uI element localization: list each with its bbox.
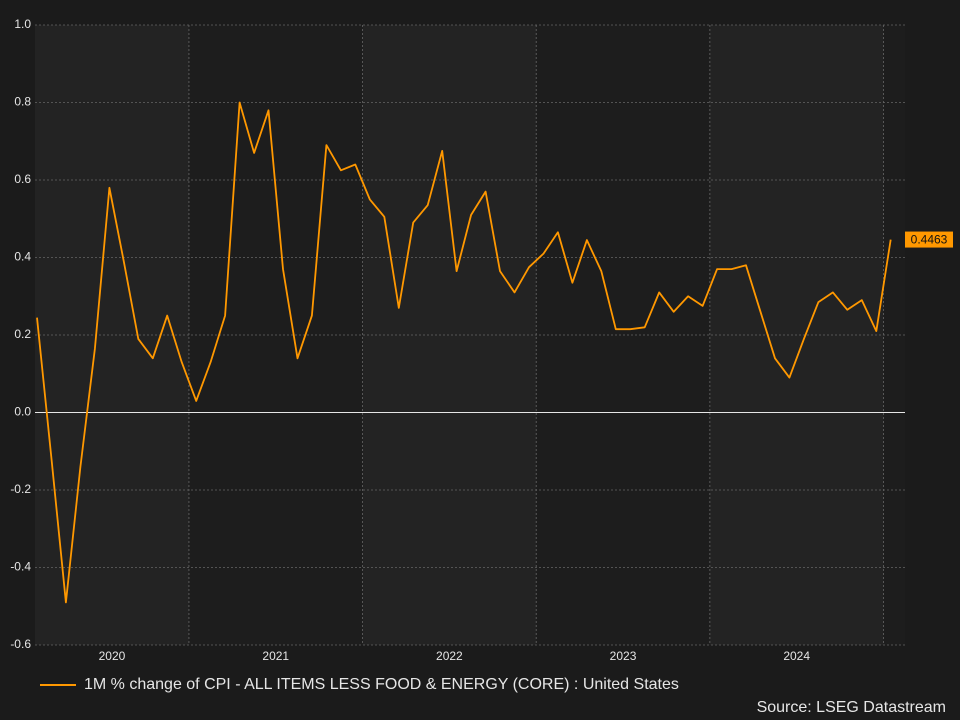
y-tick-label: 0.6 — [14, 172, 31, 186]
x-tick-label: 2023 — [610, 649, 637, 663]
y-tick-label: -0.4 — [10, 560, 31, 574]
y-tick-label: 0.2 — [14, 327, 31, 341]
y-tick-label: -0.2 — [10, 482, 31, 496]
x-tick-label: 2022 — [436, 649, 463, 663]
y-tick-label: 0.8 — [14, 95, 31, 109]
last-value-box — [905, 231, 953, 248]
y-tick-label: 0.0 — [14, 405, 31, 419]
x-tick-label: 2024 — [783, 649, 810, 663]
y-tick-label: -0.6 — [10, 637, 31, 651]
y-tick-label: 1.0 — [14, 17, 31, 31]
source: Source: LSEG Datastream — [757, 699, 946, 716]
x-tick-label: 2021 — [262, 649, 289, 663]
data-line — [36, 101, 892, 604]
last-value-label: 0.4463 — [911, 233, 948, 247]
x-tick-label: 2020 — [99, 649, 126, 663]
y-tick-label: 0.4 — [14, 250, 31, 264]
legend-label: 1M % change of CPI - ALL ITEMS LESS FOOD… — [84, 676, 679, 693]
